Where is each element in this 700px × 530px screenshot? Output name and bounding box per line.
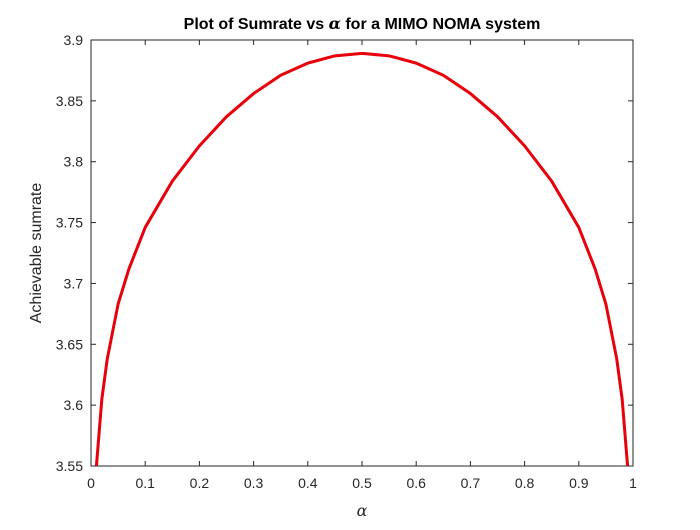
x-tick-label: 0.5	[352, 475, 372, 491]
y-tick-label: 3.85	[56, 93, 83, 109]
labels-group: Plot of Sumrate vs α for a MIMO NOMA sys…	[28, 14, 540, 520]
x-tick-label: 0.1	[135, 475, 155, 491]
chart-title-suffix: for a MIMO NOMA system	[341, 16, 540, 33]
x-tick-label: 0.6	[406, 475, 426, 491]
y-tick-label: 3.8	[64, 154, 84, 170]
y-tick-label: 3.75	[56, 215, 83, 231]
x-tick-label: 1	[629, 475, 637, 491]
x-tick-label: 0.2	[190, 475, 210, 491]
y-tick-label: 3.9	[64, 32, 84, 48]
y-tick-label: 3.6	[64, 397, 84, 413]
y-tick-label: 3.7	[64, 275, 84, 291]
y-tick-label: 3.65	[56, 336, 83, 352]
y-axis-label: Achievable sumrate	[28, 183, 45, 324]
x-tick-label: 0.4	[298, 475, 318, 491]
x-axis-label: α	[357, 501, 368, 520]
x-tick-label: 0	[87, 475, 95, 491]
chart-title-prefix: Plot of Sumrate vs	[184, 16, 329, 33]
chart-title-alpha: α	[329, 14, 341, 33]
chart-title: Plot of Sumrate vs α for a MIMO NOMA sys…	[184, 14, 541, 33]
series-line-0	[94, 51, 630, 466]
x-tick-label: 0.9	[569, 475, 589, 491]
ticks-group: 0 0.1 0.2 0.3 0.4 0.5 0.6 0.7 0.8 0.9 1 3.55 3.6 3.65…	[56, 32, 637, 491]
plot-group	[90, 39, 634, 467]
y-tick-label: 3.55	[56, 458, 83, 474]
x-tick-label: 0.7	[461, 475, 481, 491]
x-tick-label: 0.8	[515, 475, 535, 491]
plot-area-box	[90, 39, 634, 467]
x-tick-label: 0.3	[244, 475, 264, 491]
